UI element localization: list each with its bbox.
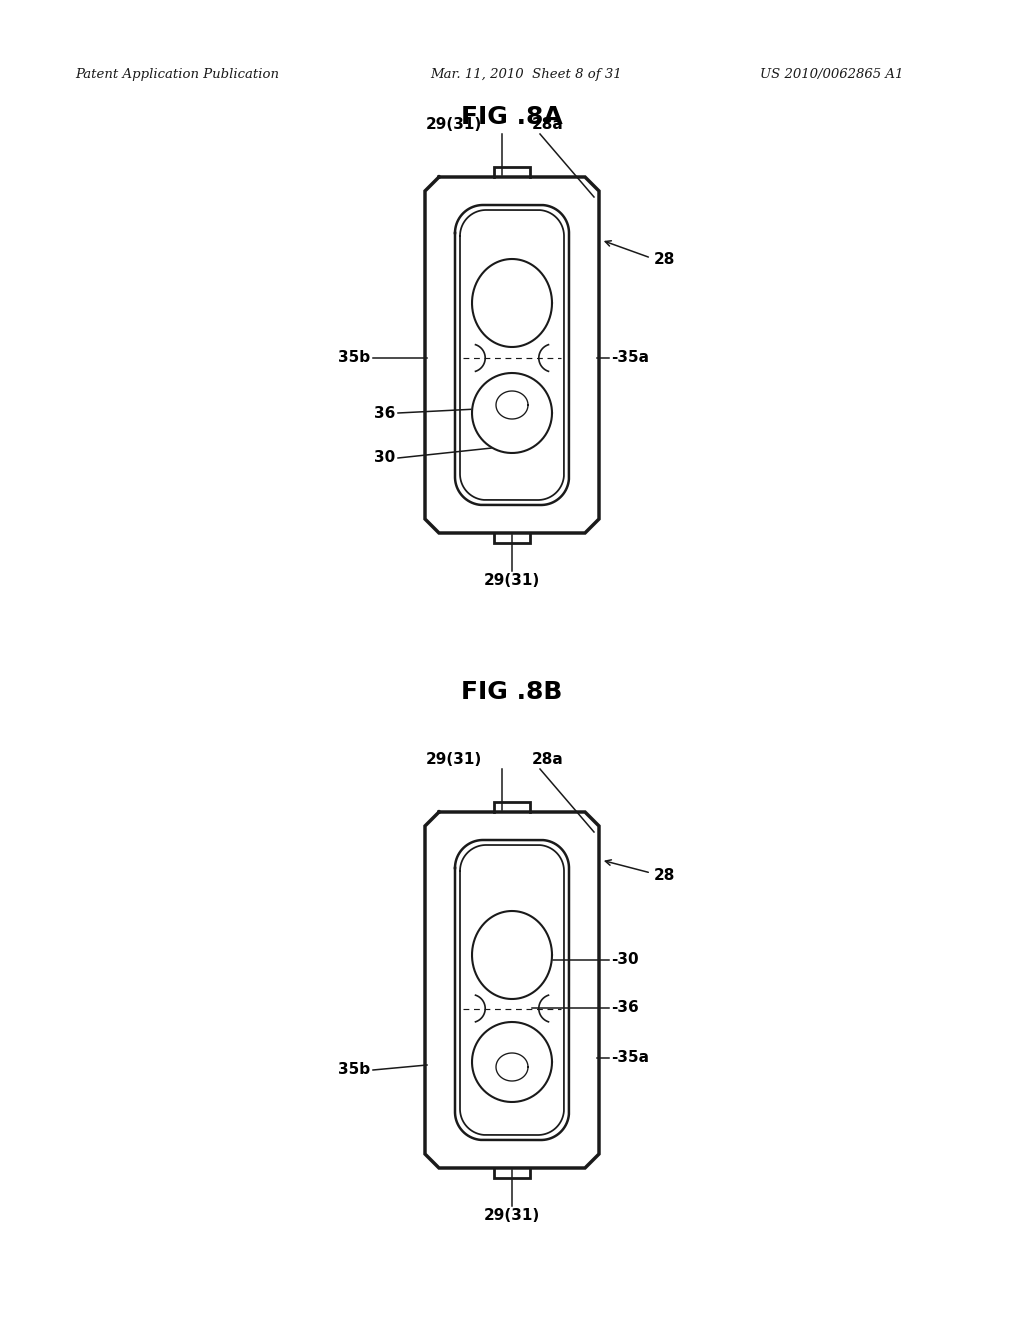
Text: 28a: 28a [532,752,564,767]
Polygon shape [455,205,569,506]
Text: 29(31): 29(31) [426,752,482,767]
Text: 30: 30 [374,450,395,466]
Polygon shape [472,259,552,347]
Text: Patent Application Publication: Patent Application Publication [75,69,279,81]
Polygon shape [455,840,569,1140]
Text: -35a: -35a [611,351,649,366]
Text: Mar. 11, 2010  Sheet 8 of 31: Mar. 11, 2010 Sheet 8 of 31 [430,69,622,81]
Polygon shape [472,911,552,999]
Text: -30: -30 [611,953,639,968]
Text: -35a: -35a [611,1051,649,1065]
Text: 35b: 35b [338,351,370,366]
Polygon shape [472,1022,552,1102]
Text: 29(31): 29(31) [484,1208,540,1224]
Text: 35b: 35b [338,1063,370,1077]
Text: FIG .8B: FIG .8B [462,680,562,704]
Text: 28: 28 [654,252,676,268]
Text: US 2010/0062865 A1: US 2010/0062865 A1 [760,69,903,81]
Text: 28: 28 [654,867,676,883]
Polygon shape [472,374,552,453]
Text: 28a: 28a [532,117,564,132]
Text: -36: -36 [611,1001,639,1015]
Text: 29(31): 29(31) [426,117,482,132]
Text: 29(31): 29(31) [484,573,540,587]
Text: 36: 36 [374,405,395,421]
Text: FIG .8A: FIG .8A [461,106,563,129]
